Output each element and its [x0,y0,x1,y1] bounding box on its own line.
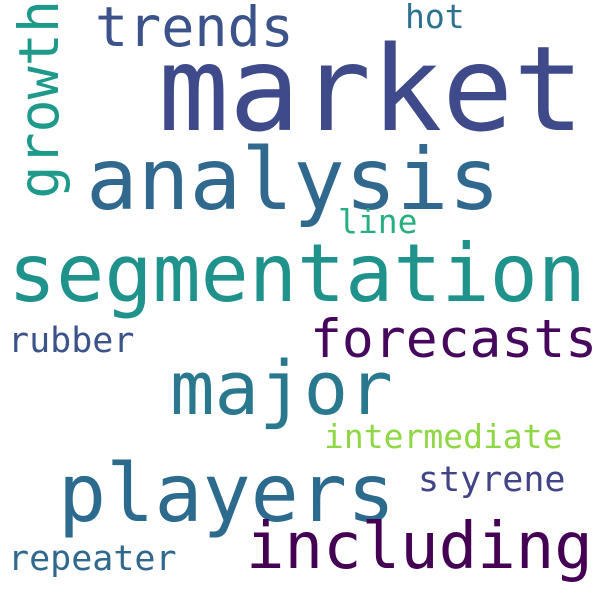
word-intermediate: intermediate [324,417,563,456]
word-trends: trends [95,0,294,59]
word-including: including [246,510,593,584]
word-segmentation: segmentation [8,227,586,320]
word-market: market [158,20,585,158]
word-styrene: styrene [418,460,566,500]
word-analysis: analysis [86,130,501,230]
word-growth: growth [7,0,71,199]
word-forecasts: forecasts [310,309,598,370]
word-rubber: rubber [8,321,135,361]
word-hot: hot [405,0,465,36]
word-major: major [170,346,393,432]
word-players: players [58,447,396,540]
word-line: line [338,202,418,241]
word-repeater: repeater [8,539,177,579]
